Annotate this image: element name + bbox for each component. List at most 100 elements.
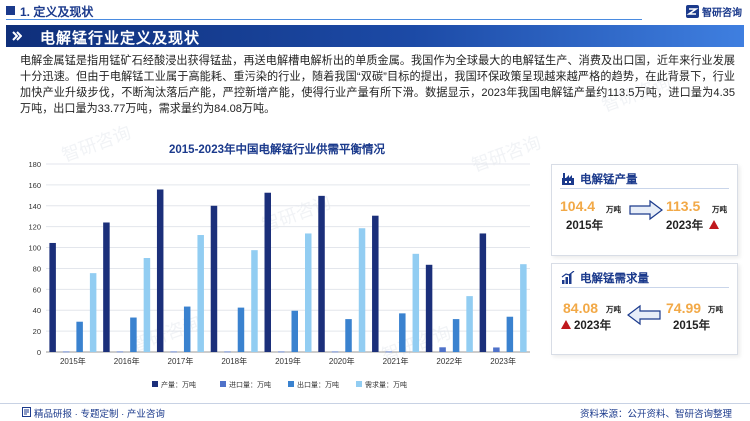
trend-up-icon [709,220,719,229]
bar-2-2 [116,351,124,353]
footer: 精品研报 · 专题定制 · 产业咨询 资料来源：公开资料、智研咨询整理 [0,403,750,421]
footer-tagline: 精品研报 · 专题定制 · 产业咨询 [34,409,165,420]
factory-icon [562,173,574,185]
production-year-2023: 2023年 [666,220,704,232]
header-divider [6,19,642,20]
production-card: 电解锰产量 104.4 万吨 2015年 113.5 万吨 2023年 [551,164,738,256]
bar-1-9 [479,233,487,352]
bar-4-9 [520,264,527,352]
bar-1-1 [49,242,56,352]
x-tick-label: 2016年 [114,356,140,366]
bar-2-1 [62,351,70,353]
bar-4-4 [251,250,258,352]
x-tick-label: 2018年 [221,356,247,366]
y-tick-label: 0 [37,348,41,357]
demand-value-2023: 84.08 [563,300,599,316]
x-tick-label: 2020年 [329,356,355,366]
y-tick-label: 160 [28,181,41,190]
demand-value-2015: 74.99 [666,300,702,316]
y-tick-label: 60 [33,285,41,294]
legend-label: 出口量：万吨 [297,380,339,389]
bar-1-7 [372,215,379,352]
x-tick-label: 2017年 [168,356,194,366]
legend-swatch [356,381,362,387]
production-unit-2023: 万吨 [712,205,727,214]
legend-label: 需求量：万吨 [365,380,407,389]
bar-2-9 [493,347,500,352]
section-marker-icon [6,6,15,15]
chart-title: 2015-2023年中国电解锰行业供需平衡情况 [169,144,385,156]
section-title: 1. 定义及现状 [20,5,94,19]
production-value-2015: 104.4 [560,198,596,214]
bar-2-4 [224,351,231,353]
data-source: 资料来源：公开资料、智研咨询整理 [579,409,732,420]
bar-2-5 [278,351,285,353]
bar-3-7 [399,313,406,352]
bar-3-1 [76,321,83,352]
card-divider [560,287,729,288]
demand-card: 电解锰需求量 84.08 万吨 2023年 74.99 万吨 2015年 [551,263,738,355]
document-icon [22,407,31,417]
legend-label: 产量：万吨 [161,380,196,389]
brand-logo-icon [686,4,699,18]
bar-3-6 [345,319,352,352]
intro-paragraph: 电解金属锰是指用锰矿石经酸浸出获得锰盐，再送电解槽电解析出的单质金属。我国作为全… [20,55,735,115]
supply-demand-bar-chart: 0 20 40 60 80 100 120 140 160 180 2015年 2016年 2017年 2… [28,160,530,389]
production-year-2015: 2015年 [566,220,604,232]
demand-unit-2023: 万吨 [606,305,621,314]
bar-growth-icon [561,271,575,284]
y-tick-label: 20 [33,327,41,336]
legend-swatch [152,381,158,387]
bar-2-3 [170,351,177,353]
production-unit-2015: 万吨 [606,205,621,214]
production-value-2023: 113.5 [666,198,701,214]
y-tick-label: 100 [28,244,41,253]
legend-swatch [220,381,226,387]
bar-4-8 [466,296,473,352]
page-title: 电解锰行业定义及现状 [40,30,201,47]
chevron-right-icon [12,31,22,41]
bar-4-2 [143,258,151,352]
arrow-right-icon [629,199,663,221]
bar-1-5 [264,192,271,352]
x-tick-label: 2015年 [60,356,86,366]
bar-4-3 [197,235,204,352]
bar-3-5 [291,310,298,352]
y-tick-label: 140 [28,202,41,211]
y-tick-label: 180 [28,160,41,169]
bar-3-4 [237,307,245,352]
bar-1-8 [425,264,433,352]
bar-2-8 [439,347,446,352]
x-tick-label: 2023年 [490,356,516,366]
arrow-left-icon [627,304,661,326]
y-tick-label: 120 [28,223,41,232]
bar-1-4 [210,205,218,352]
bar-3-3 [183,306,191,352]
card-divider [560,188,729,189]
bar-2-7 [385,351,393,353]
top-header: 1. 定义及现状 智研咨询 [0,0,750,22]
x-tick-label: 2022年 [436,356,462,366]
legend-swatch [288,381,294,387]
production-card-title: 电解锰产量 [580,174,638,186]
trend-up-icon [561,320,571,329]
demand-year-2023: 2023年 [574,320,612,332]
bar-4-7 [412,253,420,352]
bar-3-2 [130,317,137,352]
demand-unit-2015: 万吨 [708,305,723,314]
bar-4-6 [358,228,366,352]
x-tick-label: 2019年 [275,356,301,366]
bar-3-8 [452,319,460,352]
bar-4-1 [89,273,97,352]
bar-1-2 [103,222,110,352]
bar-1-6 [318,195,325,352]
brand-logo: 智研咨询 [686,4,742,19]
bar-4-5 [305,233,312,352]
x-tick-label: 2021年 [383,356,409,366]
y-tick-label: 40 [33,306,41,315]
demand-card-title: 电解锰需求量 [580,273,649,285]
demand-year-2015: 2015年 [673,320,711,332]
legend-label: 进口量：万吨 [229,380,271,389]
y-tick-label: 80 [33,264,41,273]
bar-2-6 [331,351,339,353]
